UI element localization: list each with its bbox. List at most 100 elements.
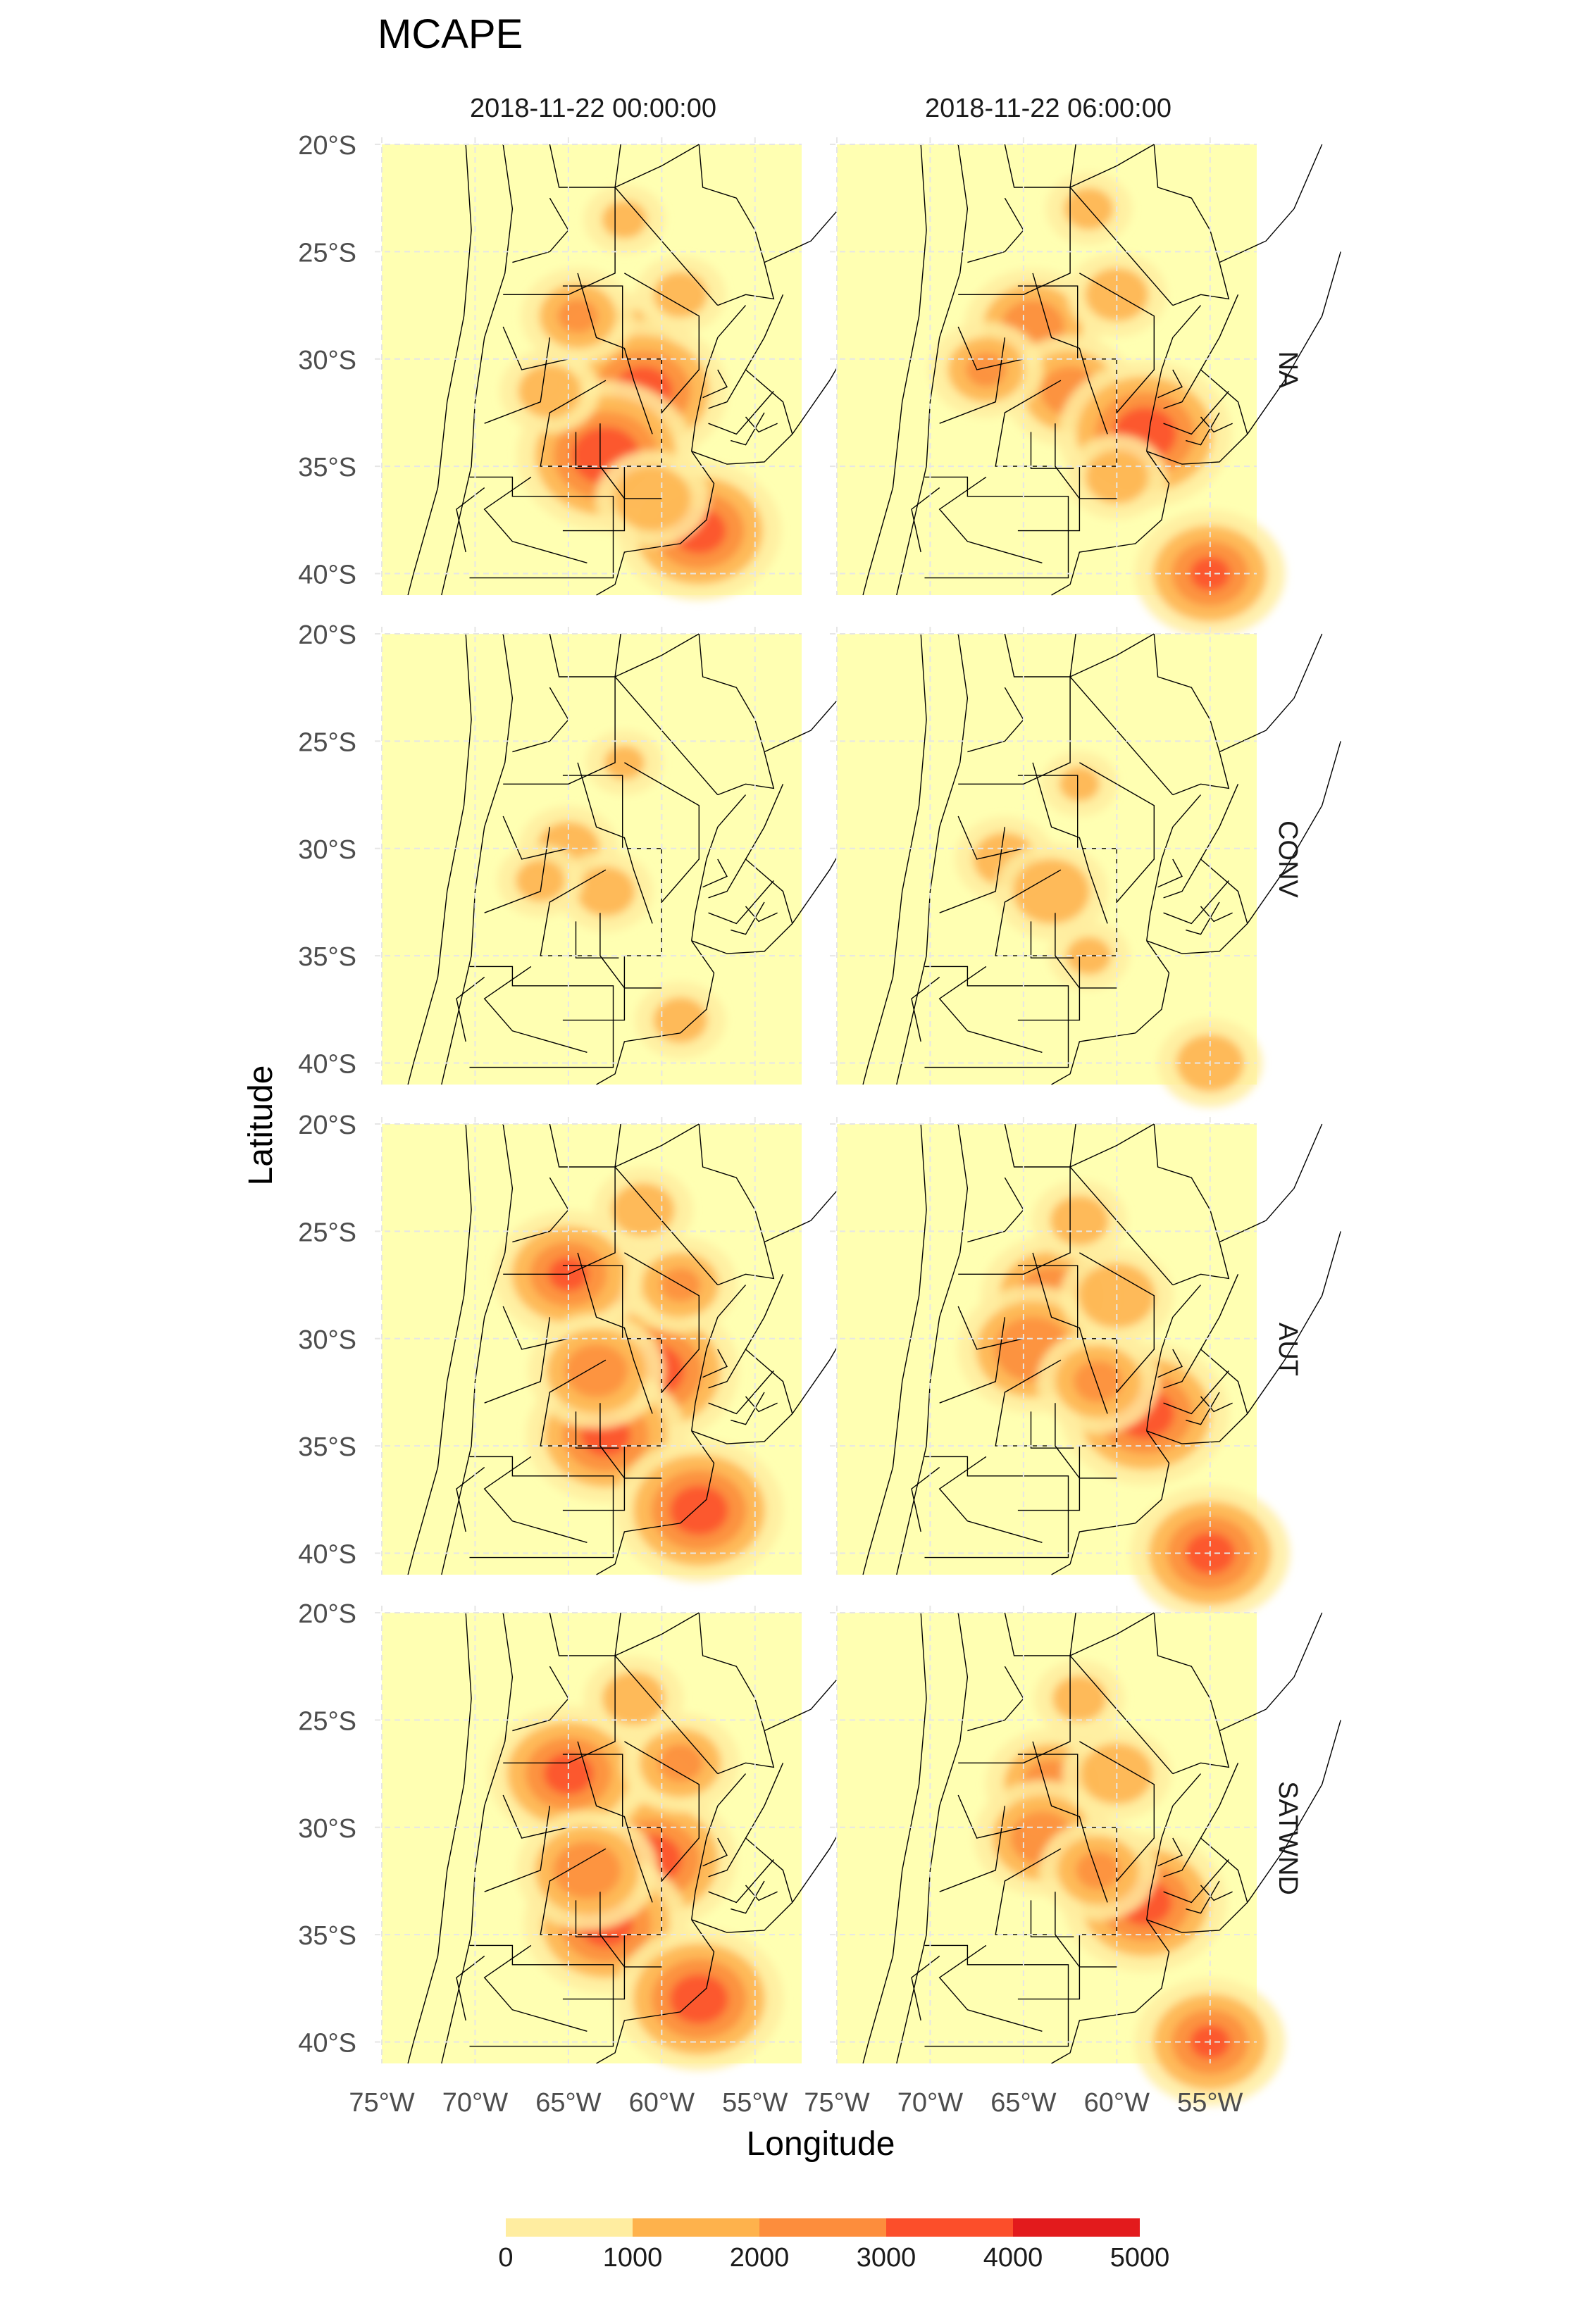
border-line (1157, 1349, 1183, 1378)
border-line (1153, 144, 1220, 263)
border-line (1163, 369, 1202, 409)
border-line (407, 144, 472, 596)
latitude-tick-label: 40°S (298, 1050, 356, 1080)
border-line (503, 187, 616, 295)
border-line (549, 1612, 621, 1656)
border-line (577, 1741, 653, 1903)
border-line (691, 1413, 793, 1444)
border-line (702, 858, 728, 888)
border-line (702, 369, 728, 399)
border-line (1146, 923, 1248, 954)
border-line (599, 1892, 662, 1968)
border-line (958, 1656, 1071, 1764)
latitude-tick-label: 40°S (298, 2029, 356, 2059)
border-line (596, 451, 715, 596)
border-line (1146, 1285, 1202, 1431)
border-line (1069, 1166, 1174, 1286)
border-line (708, 880, 774, 925)
border-line (691, 433, 793, 465)
border-line (924, 1456, 1069, 1558)
legend-break-label: 3000 (857, 2243, 916, 2273)
border-line (1032, 762, 1108, 924)
border-line (938, 966, 1043, 1053)
latitude-tick-label: 30°S (298, 1325, 356, 1355)
border-line (717, 1242, 775, 1286)
mcape-contour-level (966, 352, 1007, 387)
legend-color-bin (886, 2218, 1013, 2237)
border-line (717, 751, 775, 796)
border-line (503, 677, 616, 785)
border-line (596, 1919, 715, 2064)
border-line (1051, 451, 1170, 596)
border-line (1186, 1392, 1220, 1425)
border-line (575, 921, 619, 958)
border-line (938, 1456, 1043, 1543)
legend-color-bin (506, 2218, 633, 2237)
border-line (1219, 633, 1323, 753)
graticule (375, 1606, 802, 2063)
border-line (562, 285, 662, 532)
border-line (577, 1252, 653, 1414)
country-province-borders (407, 144, 886, 596)
legend-break-label: 1000 (603, 2243, 663, 2273)
border-line (614, 187, 719, 306)
border-line (407, 633, 472, 1085)
mcape-contour-level (518, 364, 582, 418)
border-line (614, 1612, 700, 1656)
mcape-contour-level (611, 1182, 675, 1237)
border-line (1153, 1612, 1220, 1731)
border-line (958, 187, 1071, 295)
border-line (562, 1265, 662, 1511)
border-line (708, 858, 747, 899)
border-line (1153, 1123, 1220, 1242)
border-line (1200, 1396, 1233, 1413)
border-line (1172, 262, 1230, 306)
border-line (1004, 633, 1076, 677)
border-line (691, 1901, 793, 1933)
border-line (1247, 1720, 1341, 1903)
longitude-tick-label: 55°W (722, 2088, 788, 2118)
border-line (549, 633, 621, 677)
longitude-tick-label: 70°W (442, 2088, 508, 2118)
border-line (745, 1396, 778, 1413)
border-line (596, 940, 715, 1085)
border-line (1146, 794, 1202, 941)
border-line (1032, 1252, 1108, 1414)
border-line (1032, 273, 1108, 435)
border-line (1032, 1741, 1108, 1903)
border-line (512, 197, 569, 263)
border-line (483, 1456, 588, 1543)
border-line (957, 1306, 1024, 1350)
longitude-tick-label: 75°W (804, 2088, 869, 2118)
mcape-contour-level (576, 866, 635, 916)
border-line (624, 273, 700, 413)
border-line (469, 476, 614, 579)
border-line (1163, 1859, 1229, 1904)
border-line (691, 923, 793, 954)
border-line (924, 476, 1069, 579)
border-line (1163, 858, 1202, 899)
border-line (958, 1167, 1071, 1275)
border-line (502, 326, 569, 370)
border-line (562, 775, 662, 1021)
longitude-tick-label: 65°W (535, 2088, 601, 2118)
latitude-tick-label: 35°S (298, 1921, 356, 1951)
border-line (1146, 1413, 1248, 1444)
border-line (957, 1794, 1024, 1839)
latitude-tick-label: 35°S (298, 453, 356, 482)
border-line (1153, 633, 1220, 752)
border-line (967, 687, 1024, 753)
row-strip-label: SATWND (1273, 1781, 1303, 1895)
column-strip-00utc: 2018-11-22 00:00:00 (470, 94, 716, 123)
mcape-contour-level (653, 997, 708, 1044)
border-line (502, 1306, 569, 1350)
latitude-tick-label: 35°S (298, 1432, 356, 1462)
border-line (708, 391, 774, 435)
border-line (1017, 775, 1118, 1021)
latitude-tick-label: 35°S (298, 942, 356, 972)
border-line (407, 1123, 472, 1575)
mcape-contour-level (557, 299, 598, 334)
border-line (469, 1456, 614, 1558)
border-line (708, 1837, 747, 1878)
mcape-contour-level (564, 1344, 628, 1398)
